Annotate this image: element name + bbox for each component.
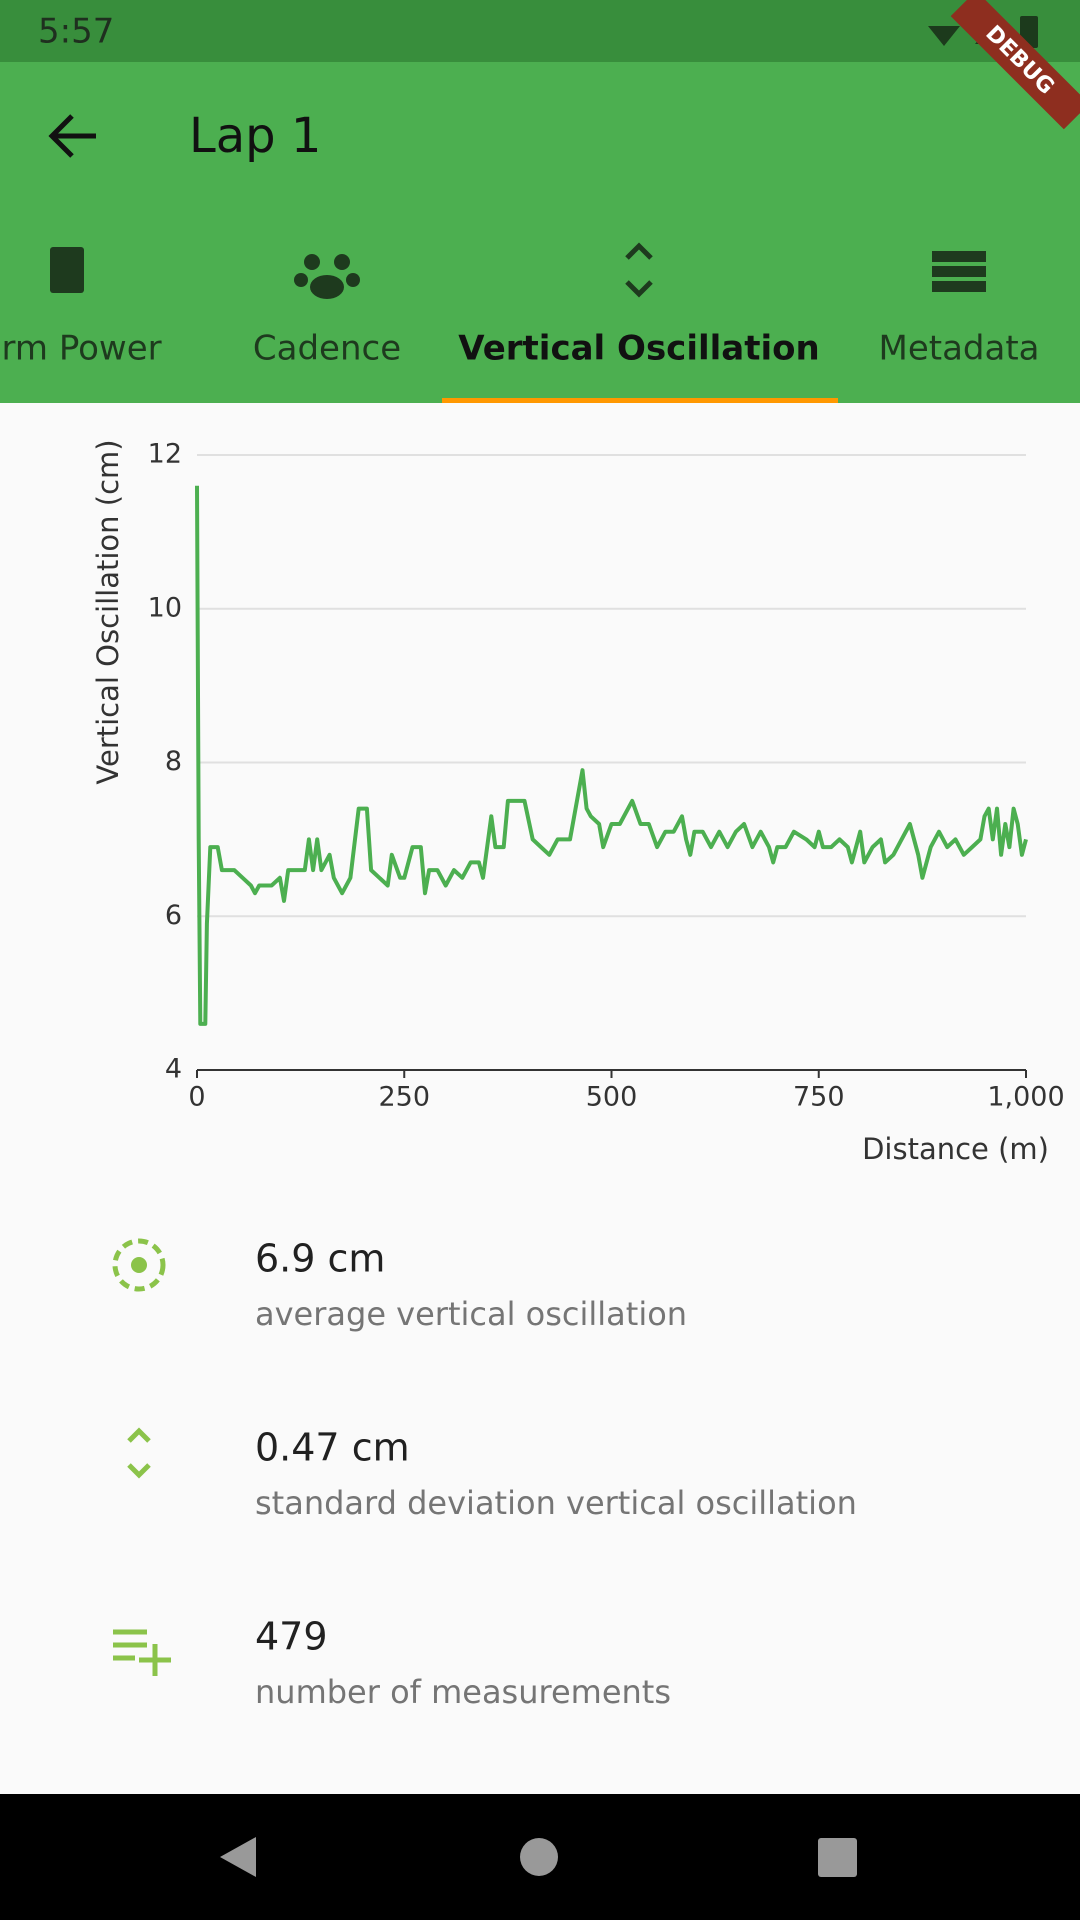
x-axis-label: Distance (m)	[862, 1132, 1049, 1166]
debug-ribbon	[950, 0, 1080, 130]
y-tick-label: 6	[165, 900, 182, 931]
y-axis-label: Vertical Oscillation (cm)	[91, 439, 125, 784]
tab-icon	[50, 247, 84, 293]
x-tick-label: 250	[378, 1082, 430, 1113]
tab-icons	[50, 242, 986, 299]
y-tick-label: 12	[148, 439, 182, 470]
y-tick-label: 8	[165, 746, 182, 777]
stat-label: standard deviation vertical oscillation	[255, 1484, 857, 1522]
nav-home[interactable]	[520, 1838, 558, 1876]
stat-icon	[112, 1238, 166, 1292]
stat-icon	[127, 1427, 151, 1479]
tab-icon	[932, 251, 986, 292]
y-tick-label: 10	[148, 592, 182, 623]
status-bar	[0, 0, 1080, 62]
x-tick-label: 500	[586, 1082, 638, 1113]
status-time: 5:57	[38, 12, 114, 52]
stat-value: 6.9 cm	[255, 1237, 385, 1281]
stat-value: 479	[255, 1615, 328, 1659]
tab-icon	[294, 254, 360, 299]
data-line	[195, 485, 1028, 1026]
tab-label[interactable]: Vertical Oscillation	[458, 329, 819, 369]
x-tick-label: 0	[188, 1082, 205, 1113]
tab-indicator	[442, 398, 838, 403]
stat-icons	[112, 1238, 171, 1676]
stat-value: 0.47 cm	[255, 1426, 410, 1470]
stat-icon-dot	[131, 1257, 147, 1273]
stat-icon	[113, 1629, 171, 1676]
x-tick-label: 1,000	[987, 1082, 1064, 1113]
tab-label[interactable]: Form Power	[0, 329, 162, 369]
x-tick-label: 750	[793, 1082, 845, 1113]
app-bar	[0, 62, 1080, 403]
app-title: Lap 1	[189, 108, 321, 164]
back-button[interactable]	[48, 114, 96, 158]
stat-label: number of measurements	[255, 1673, 671, 1711]
stat-label: average vertical oscillation	[255, 1295, 687, 1333]
tab-icon	[625, 242, 653, 298]
y-tick-label: 4	[165, 1054, 182, 1085]
nav-back[interactable]	[220, 1837, 256, 1877]
tab-label[interactable]: Metadata	[878, 329, 1039, 369]
nav-recents[interactable]	[818, 1838, 857, 1877]
tab-label[interactable]: Cadence	[253, 329, 401, 369]
